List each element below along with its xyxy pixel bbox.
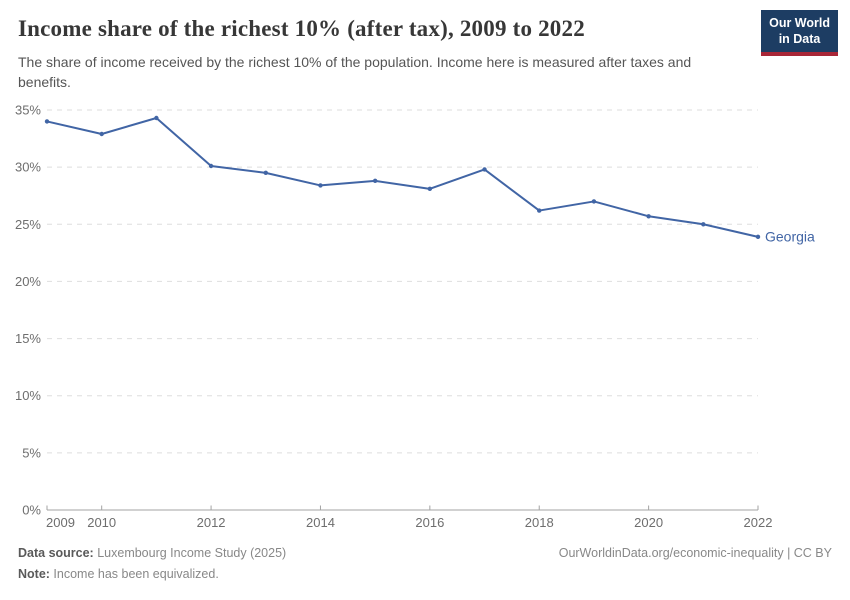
trend-line[interactable]	[46, 117, 759, 238]
y-tick-label: 35%	[15, 103, 41, 118]
owid-logo-line1: Our World	[769, 16, 830, 30]
x-tick-label: 2014	[306, 515, 335, 530]
series-label[interactable]: Georgia	[765, 228, 815, 244]
x-tick-label: 2020	[634, 515, 663, 530]
x-tick-label: 2018	[525, 515, 554, 530]
data-point-marker	[537, 208, 542, 213]
y-tick-label: 0%	[22, 503, 41, 518]
y-tick-label: 20%	[15, 274, 41, 289]
y-tick-label: 30%	[15, 160, 41, 175]
owid-logo[interactable]: Our World in Data	[761, 10, 838, 57]
data-point-marker	[591, 199, 597, 204]
footer-attribution-link[interactable]: OurWorldinData.org/economic-inequality |…	[558, 546, 832, 560]
data-point-marker	[755, 234, 761, 240]
data-point-marker	[318, 183, 323, 188]
y-tick-label: 25%	[15, 217, 41, 232]
x-tick-label: 2012	[197, 515, 226, 530]
y-tick-label: 10%	[15, 388, 41, 403]
footer-note: Note: Income has been equivalized.	[18, 567, 219, 581]
data-source-label: Data source:	[18, 546, 94, 560]
data-point-marker	[208, 163, 214, 169]
data-point-marker	[44, 119, 50, 124]
owid-logo-line2: in Data	[778, 31, 821, 46]
chart-title: Income share of the richest 10% (after t…	[18, 16, 585, 41]
x-tick-label: 2016	[415, 515, 444, 530]
data-point-marker	[701, 222, 706, 227]
data-source-value: Luxembourg Income Study (2025)	[93, 546, 287, 560]
note-value: Income has been equivalized.	[49, 567, 219, 581]
note-label: Note:	[18, 567, 50, 581]
chart-subtitle: The share of income received by the rich…	[18, 54, 692, 91]
data-point-marker	[482, 167, 487, 172]
y-tick-label: 5%	[22, 445, 41, 460]
data-point-marker	[372, 178, 378, 184]
data-point-marker	[646, 214, 651, 219]
data-point-marker	[99, 131, 104, 137]
data-point-marker	[263, 170, 268, 176]
x-tick-label: 2009	[46, 515, 75, 530]
x-tick-label: 2022	[744, 515, 773, 530]
footer-data-source: Data source: Luxembourg Income Study (20…	[18, 546, 286, 560]
x-tick-label: 2010	[87, 515, 116, 530]
data-point-marker	[154, 115, 159, 121]
y-tick-label: 15%	[15, 331, 41, 346]
data-point-marker	[427, 186, 433, 192]
